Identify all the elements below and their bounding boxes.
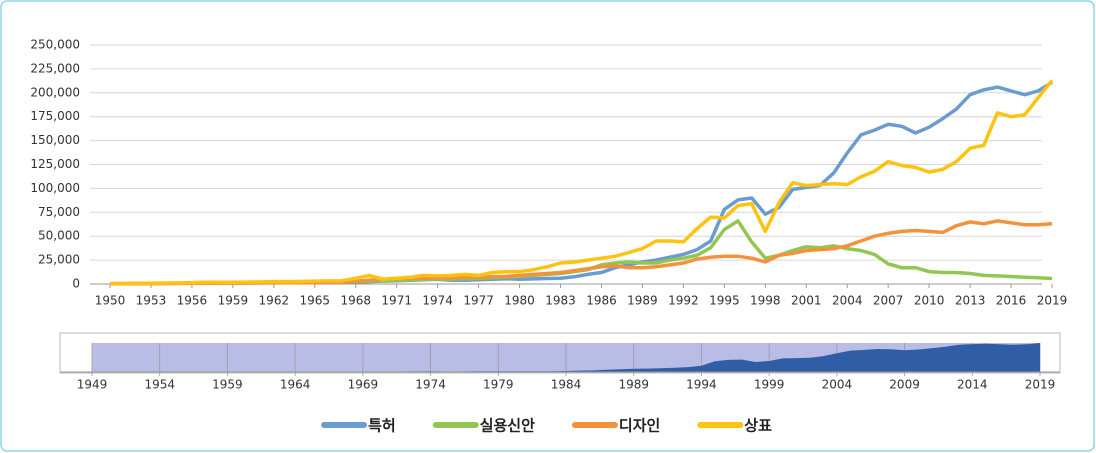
navigator-area (105, 343, 1040, 372)
x-tick-label: 1995 (709, 294, 740, 308)
navigator-tick-label: 2004 (822, 378, 853, 392)
y-tick-label: 225,000 (30, 61, 80, 75)
y-tick-label: 0 (72, 277, 80, 291)
x-tick-label: 1959 (218, 294, 249, 308)
x-tick-label: 1986 (586, 294, 617, 308)
navigator-tick-label: 1984 (551, 378, 582, 392)
navigator-tick-label: 1974 (415, 378, 446, 392)
y-tick-label: 50,000 (38, 229, 80, 243)
legend-label: 특허 (368, 417, 396, 435)
x-tick-label: 1956 (177, 294, 208, 308)
y-tick-label: 250,000 (30, 38, 80, 52)
navigator-tick-label: 1979 (483, 378, 514, 392)
legend-label: 디자인 (619, 417, 660, 435)
x-tick-label: 2004 (832, 294, 863, 308)
legend-label: 상표 (744, 417, 772, 435)
x-tick-label: 1977 (463, 294, 494, 308)
navigator-tick-label: 1994 (686, 378, 717, 392)
navigator-tick-label: 1949 (77, 378, 108, 392)
x-tick-label: 1968 (340, 294, 371, 308)
x-tick-label: 1953 (136, 294, 167, 308)
x-tick-label: 2013 (955, 294, 986, 308)
series-line (109, 79, 1054, 286)
x-tick-label: 2001 (791, 294, 822, 308)
navigator-tick-label: 1989 (618, 378, 649, 392)
y-tick-label: 100,000 (30, 181, 80, 195)
x-tick-label: 2010 (914, 294, 945, 308)
y-tick-label: 150,000 (30, 133, 80, 147)
y-tick-label: 200,000 (30, 85, 80, 99)
y-tick-label: 125,000 (30, 157, 80, 171)
x-tick-label: 2016 (996, 294, 1027, 308)
x-tick-label: 1965 (300, 294, 331, 308)
x-tick-label: 1992 (668, 294, 699, 308)
navigator-tick-label: 1969 (348, 378, 379, 392)
x-tick-label: 1950 (95, 294, 126, 308)
legend: 특허 실용신안 디자인 상표 (321, 417, 772, 435)
x-tick-label: 2007 (873, 294, 904, 308)
x-tick-label: 1980 (504, 294, 535, 308)
navigator-tick-label: 1999 (754, 378, 785, 392)
y-tick-label: 75,000 (38, 205, 80, 219)
navigator-tick-label: 2014 (957, 378, 988, 392)
navigator-tick-label: 1954 (144, 378, 175, 392)
x-tick-label: 1962 (259, 294, 290, 308)
y-tick-label: 25,000 (38, 253, 80, 267)
x-tick-label: 1974 (422, 294, 453, 308)
x-tick-label: 1989 (627, 294, 658, 308)
navigator-tick-label: 1959 (212, 378, 243, 392)
navigator-tick-label: 1964 (280, 378, 311, 392)
navigator-tick-label: 2019 (1025, 378, 1056, 392)
x-tick-label: 1971 (381, 294, 412, 308)
x-tick-label: 2019 (1037, 294, 1068, 308)
x-tick-label: 1998 (750, 294, 781, 308)
navigator-tick-label: 2009 (889, 378, 920, 392)
y-tick-label: 175,000 (30, 109, 80, 123)
legend-label: 실용신안 (480, 417, 535, 435)
x-tick-label: 1983 (545, 294, 576, 308)
